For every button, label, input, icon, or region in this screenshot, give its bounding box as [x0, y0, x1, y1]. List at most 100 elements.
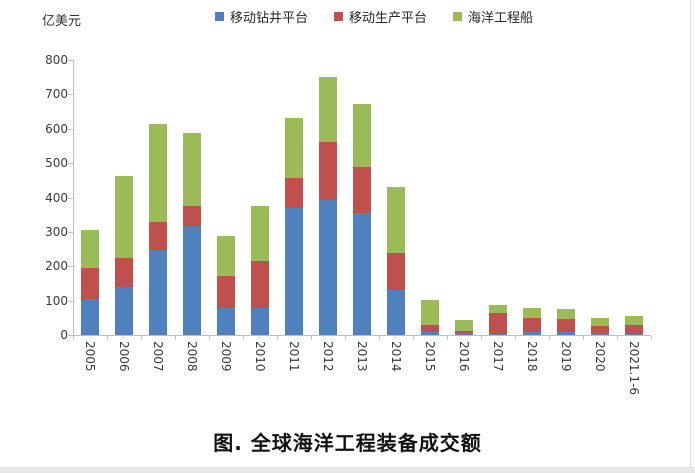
bar-segment-2015-series0	[421, 331, 439, 335]
bar-segment-2014-series0	[387, 290, 405, 335]
bar-segment-2009-series2	[217, 236, 235, 276]
bar-segment-2014-series1	[387, 253, 405, 291]
bar-segment-2009-series0	[217, 307, 235, 335]
legend-swatch-icon	[453, 12, 463, 21]
x-axis-tick	[379, 336, 380, 340]
x-axis-category-label: 2006	[117, 341, 131, 372]
legend-item-0: 移动钻井平台	[215, 7, 308, 26]
bar-segment-2019-series2	[557, 309, 575, 319]
bar-segment-2015-series2	[421, 299, 439, 326]
x-axis-category-label: 2021.1-6	[627, 341, 641, 395]
legend-swatch-icon	[215, 12, 224, 21]
x-axis-tick	[549, 336, 550, 340]
x-axis-tick	[243, 336, 244, 340]
x-axis-tick	[617, 336, 618, 340]
x-axis-tick	[209, 336, 210, 340]
page-right-border	[690, 0, 691, 467]
y-axis-line	[73, 60, 74, 335]
bar-segment-2018-series2	[523, 308, 541, 318]
bar-segment-2006-series0	[115, 286, 133, 335]
bar-segment-2007-series1	[149, 221, 167, 250]
bar-segment-2005-series2	[81, 230, 99, 268]
x-axis-category-label: 2013	[355, 341, 369, 372]
legend-swatch-icon	[334, 12, 344, 21]
y-axis-tick-label: 300	[45, 224, 68, 239]
x-axis-tick	[413, 336, 414, 340]
bar-segment-2016-series0	[455, 333, 473, 335]
y-axis-tick-label: 400	[45, 190, 68, 205]
x-axis-tick	[107, 336, 108, 340]
y-axis-tick	[68, 197, 73, 199]
y-axis-unit-label: 亿美元	[42, 14, 82, 29]
bar-segment-2007-series2	[149, 123, 167, 222]
bar-segment-2020-series0	[591, 333, 609, 335]
y-axis-tick-label: 600	[45, 121, 68, 136]
y-axis-tick-label: 200	[45, 259, 68, 274]
bar-segment-2021.1-6-series2	[625, 316, 643, 326]
x-axis-tick	[141, 336, 142, 340]
bar-segment-2012-series2	[319, 77, 337, 142]
bar-segment-2013-series0	[353, 213, 371, 335]
x-axis-tick	[345, 336, 346, 340]
x-axis-tick	[515, 336, 516, 340]
x-axis-tick	[447, 336, 448, 340]
bar-segment-2021.1-6-series1	[625, 325, 643, 334]
page-bottom-border	[0, 467, 695, 473]
bar-segment-2011-series2	[285, 118, 303, 179]
x-axis-tick	[583, 336, 584, 340]
y-axis-tick	[68, 163, 73, 165]
bar-segment-2017-series0	[489, 333, 507, 335]
chart-legend: 移动钻井平台 移动生产平台 海洋工程船	[215, 7, 533, 26]
y-axis-tick	[68, 94, 73, 96]
bar-segment-2006-series2	[115, 176, 133, 258]
bar-segment-2013-series1	[353, 166, 371, 214]
y-axis-tick	[68, 60, 73, 61]
bar-segment-2011-series1	[285, 178, 303, 208]
bar-segment-2012-series0	[319, 199, 337, 335]
legend-item-1: 移动生产平台	[334, 7, 427, 26]
y-axis-tick-label: 500	[45, 156, 68, 171]
x-axis-tick	[651, 336, 652, 340]
x-axis-category-label: 2019	[559, 341, 573, 372]
bar-segment-2015-series1	[421, 325, 439, 332]
x-axis-category-label: 2008	[185, 341, 199, 372]
x-axis-category-label: 2005	[83, 341, 97, 372]
bar-segment-2010-series2	[251, 206, 269, 262]
y-axis-tick	[68, 231, 73, 233]
x-axis-category-label: 2015	[423, 341, 437, 372]
x-axis-line	[73, 335, 651, 336]
bar-segment-2005-series1	[81, 267, 99, 299]
x-axis-category-label: 2017	[491, 341, 505, 372]
x-axis-category-label: 2007	[151, 341, 165, 372]
figure-caption: 图. 全球海洋工程装备成交额	[213, 431, 482, 455]
bar-segment-2006-series1	[115, 257, 133, 287]
bar-segment-2010-series1	[251, 261, 269, 308]
legend-label: 移动钻井平台	[230, 11, 309, 26]
y-axis-tick-label: 800	[45, 53, 68, 67]
bar-segment-2005-series0	[81, 298, 99, 335]
bar-segment-2020-series1	[591, 326, 609, 334]
bar-segment-2008-series2	[183, 133, 201, 207]
bar-segment-2016-series2	[455, 319, 473, 331]
y-axis-tick	[68, 335, 73, 336]
legend-label: 移动生产平台	[349, 11, 428, 26]
x-axis-tick	[277, 336, 278, 340]
bar-segment-2018-series1	[523, 317, 541, 332]
x-axis-category-label: 2012	[321, 341, 335, 372]
stacked-bar-plot-area: 0 100 200 300 400 500 600 700 800 2005 2006 2007 200…	[45, 53, 652, 395]
legend-item-2: 海洋工程船	[453, 7, 533, 26]
bar-segment-2021.1-6-series0	[625, 333, 643, 335]
x-axis-category-label: 2010	[253, 341, 267, 372]
legend-label: 海洋工程船	[468, 11, 534, 26]
x-axis-tick	[311, 336, 312, 340]
y-axis-tick	[68, 266, 73, 268]
x-axis-category-label: 2016	[457, 341, 471, 372]
bar-segment-2009-series1	[217, 275, 235, 308]
bar-segment-2018-series0	[523, 331, 541, 335]
bar-segment-2016-series1	[455, 330, 473, 334]
bar-segment-2012-series1	[319, 141, 337, 200]
bar-segment-2007-series0	[149, 249, 167, 335]
x-axis-tick	[481, 336, 482, 340]
x-axis-tick	[73, 336, 74, 340]
